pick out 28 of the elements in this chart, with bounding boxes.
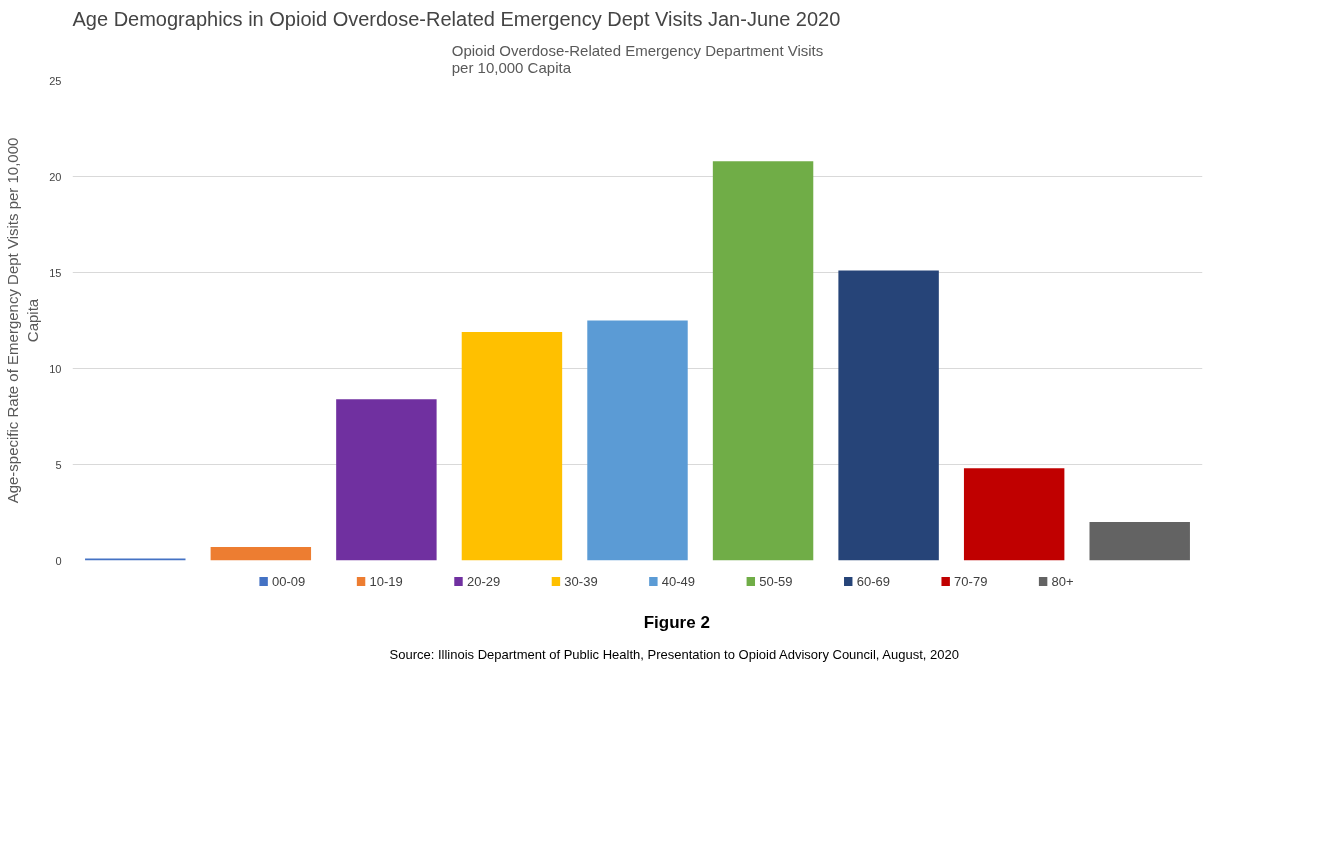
bar: [210, 547, 312, 561]
source-note: Source: Illinois Department of Public Health, Presentation to Opioid Advisory Council, August, 2020: [389, 647, 959, 662]
bar: [587, 320, 688, 561]
y-tick-label: 10: [49, 362, 62, 375]
y-tick-label: 25: [49, 74, 62, 87]
chart-title: Age Demographics in Opioid Overdose-Related Emergency Dept Visits Jan-June 2020: [72, 7, 841, 30]
legend-label: 60-69: [856, 574, 890, 589]
y-tick-label: 5: [55, 458, 62, 471]
legend-label: 80+: [1051, 574, 1074, 589]
bar: [838, 270, 939, 561]
caption: Figure 2: [643, 613, 710, 632]
y-tick-label: 0: [55, 554, 62, 567]
bar: [712, 161, 814, 561]
chart-subtitle: Opioid Overdose-Related Emergency Department Visits per 10,000 Capita: [451, 41, 824, 76]
bar: [1089, 522, 1190, 561]
legend-label: 20-29: [466, 574, 501, 589]
legend-label: 40-49: [661, 574, 696, 589]
y-tick-label: 15: [49, 266, 62, 279]
bar: [461, 332, 563, 561]
legend-label: 30-39: [564, 574, 598, 589]
legend-label: 70-79: [954, 574, 988, 589]
legend-label: 10-19: [369, 574, 403, 589]
legend-label: 00-09: [272, 574, 306, 589]
y-tick-label: 20: [49, 170, 62, 183]
bar: [963, 468, 1065, 561]
legend-label: 50-59: [759, 574, 793, 589]
y-axis-title: Age-specific Rate of Emergency Dept Visits per 10,000 Capita: [3, 137, 42, 504]
bar: [336, 399, 437, 561]
